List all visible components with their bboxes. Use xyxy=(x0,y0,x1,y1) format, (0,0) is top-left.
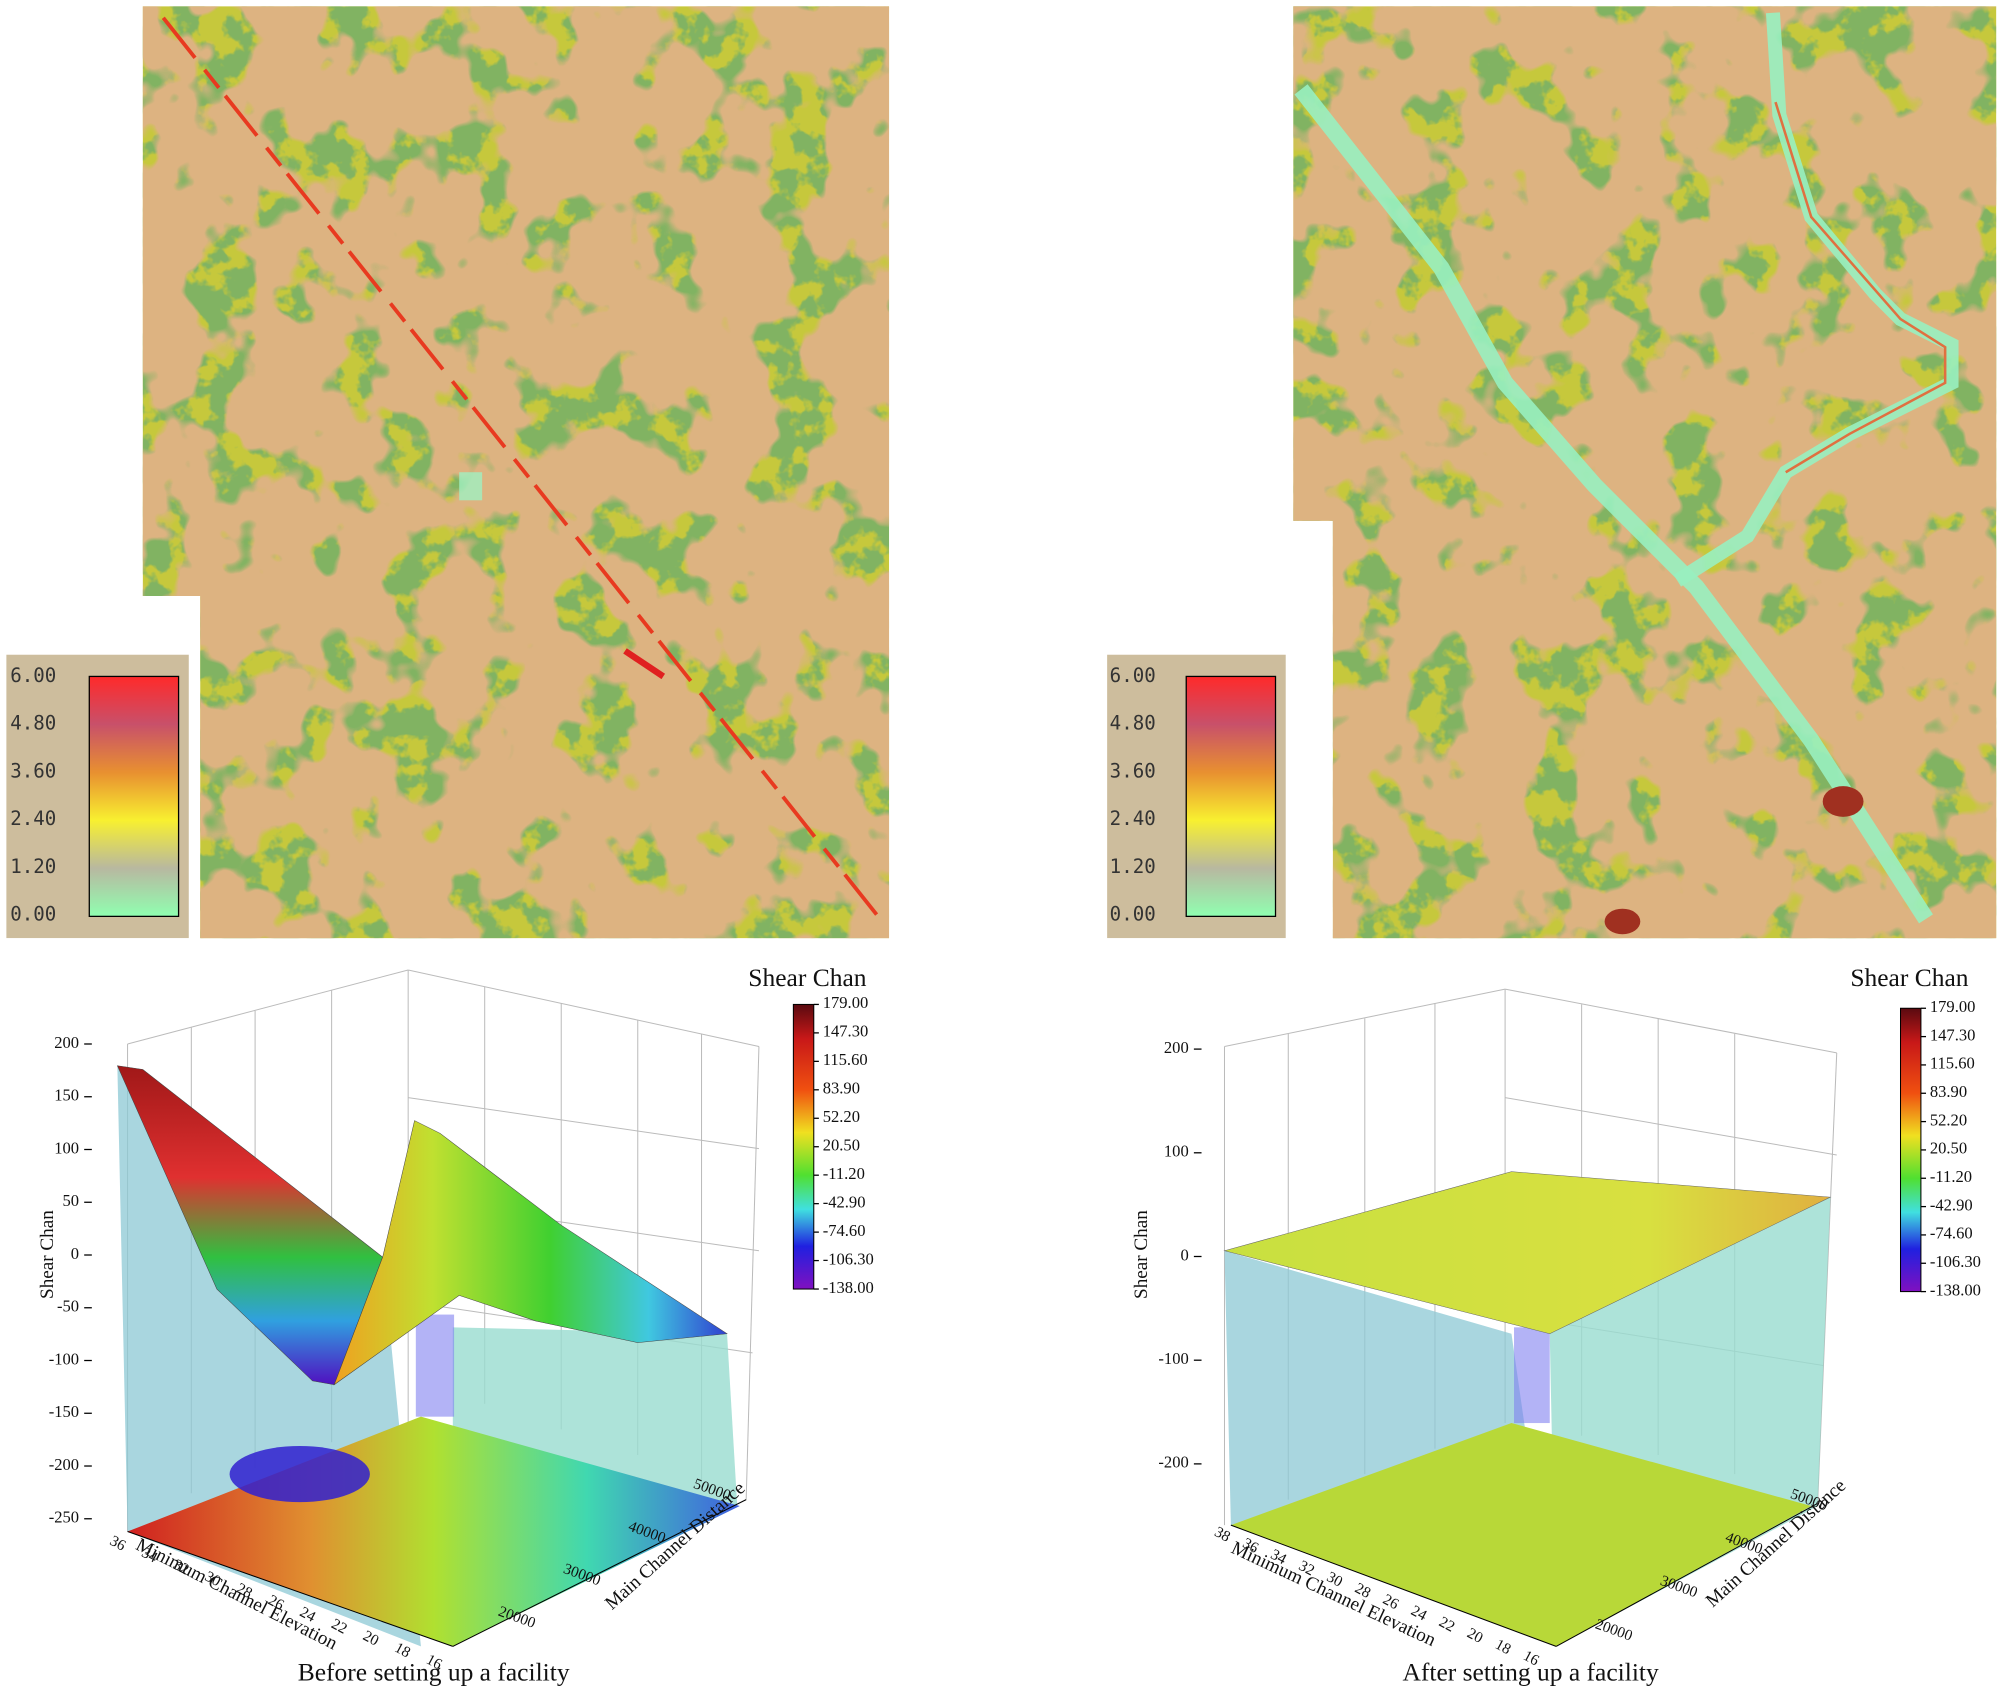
colorbar-label: -42.90 xyxy=(1930,1195,1973,1214)
z-tick-label: 150 xyxy=(54,1086,79,1105)
colorbar-label: -106.30 xyxy=(1930,1252,1981,1271)
z-tick-label: 0 xyxy=(71,1244,79,1263)
x-tick-label: 36 xyxy=(1240,1535,1262,1557)
x-tick-label: 26 xyxy=(1380,1591,1402,1613)
legend-label: 6.00 xyxy=(1110,664,1156,687)
colorbar-label: 179.00 xyxy=(1930,997,1976,1016)
colorbar-title: Shear Chan xyxy=(748,963,866,992)
colorbar-label: -138.00 xyxy=(1930,1280,1981,1299)
colorbar-label: -42.90 xyxy=(823,1192,866,1211)
x-tick-label: 16 xyxy=(1520,1647,1542,1669)
colorbar xyxy=(792,1003,815,1290)
colorbar-label: -138.00 xyxy=(823,1278,874,1297)
x-tick-label: 18 xyxy=(392,1639,414,1661)
x-tick-label: 22 xyxy=(1436,1613,1457,1635)
x-tick-label: 36 xyxy=(107,1532,129,1554)
x-tick-label: 20 xyxy=(1464,1625,1486,1647)
legend-label: 3.60 xyxy=(10,759,56,782)
z-tick-label: -100 xyxy=(49,1349,79,1368)
colorbar-label: 179.00 xyxy=(823,993,869,1012)
colorbar-label: -11.20 xyxy=(1930,1167,1972,1186)
x-tick-label: 30 xyxy=(1324,1568,1346,1590)
surface-plot-right xyxy=(1223,988,1922,1647)
x-tick-label: 26 xyxy=(265,1592,287,1614)
z-tick-label: 200 xyxy=(54,1033,79,1052)
map-right xyxy=(1293,6,1997,939)
y-tick-label: 20000 xyxy=(1593,1616,1635,1645)
z-tick-label: 100 xyxy=(1164,1142,1189,1161)
z-axis-label: Shear Chan xyxy=(1131,1210,1152,1299)
x-tick-label: 20 xyxy=(360,1627,382,1649)
x-tick-label: 22 xyxy=(328,1615,349,1637)
legend-label: 1.20 xyxy=(10,855,56,878)
legend-label: 0.00 xyxy=(1110,903,1156,926)
legend-gradient xyxy=(1185,675,1277,918)
colorbar-label: -74.60 xyxy=(823,1221,866,1240)
colorbar-label: 115.60 xyxy=(823,1050,868,1069)
colorbar-label: -106.30 xyxy=(823,1249,874,1268)
colorbar-label: 115.60 xyxy=(1930,1054,1975,1073)
surface-plot-left xyxy=(116,969,815,1647)
legend-label: 1.20 xyxy=(1110,855,1156,878)
colorbar-label: -74.60 xyxy=(1930,1224,1973,1243)
colorbar-label: 52.20 xyxy=(1930,1110,1967,1129)
x-tick-label: 34 xyxy=(139,1544,161,1566)
x-tick-label: 32 xyxy=(170,1556,191,1578)
x-tick-label: 38 xyxy=(1212,1523,1234,1545)
x-tick-label: 34 xyxy=(1268,1546,1290,1568)
z-axis-label: Shear Chan xyxy=(37,1210,58,1299)
z-tick-label: -200 xyxy=(1158,1453,1188,1472)
plot-caption: After setting up a facility xyxy=(1402,1657,1659,1686)
z-tick-label: 200 xyxy=(1164,1038,1189,1057)
legend-label: 2.40 xyxy=(10,807,56,830)
colorbar-label: 20.50 xyxy=(1930,1139,1967,1158)
colorbar-title: Shear Chan xyxy=(1850,963,1968,992)
colorbar-label: 147.30 xyxy=(823,1022,869,1041)
x-tick-label: 28 xyxy=(1352,1580,1374,1602)
x-tick-label: 28 xyxy=(234,1580,256,1602)
colorbar xyxy=(1900,1007,1922,1293)
z-tick-label: -50 xyxy=(57,1297,79,1316)
z-tick-label: 0 xyxy=(1180,1245,1188,1264)
x-tick-label: 32 xyxy=(1296,1557,1317,1579)
x-tick-label: 24 xyxy=(297,1604,319,1626)
y-tick-label: 30000 xyxy=(1658,1572,1700,1601)
x-tick-label: 30 xyxy=(202,1568,224,1590)
legend-label: 2.40 xyxy=(1110,807,1156,830)
colorbar-label: 83.90 xyxy=(1930,1082,1967,1101)
legend-label: 4.80 xyxy=(1110,712,1156,735)
z-tick-label: -250 xyxy=(49,1508,79,1527)
colorbar-label: 83.90 xyxy=(823,1079,860,1098)
map-legend xyxy=(6,654,1286,939)
legend-label: 0.00 xyxy=(10,903,56,926)
map-left xyxy=(142,6,890,939)
colorbar-label: 52.20 xyxy=(823,1107,860,1126)
legend-label: 6.00 xyxy=(10,664,56,687)
colorbar-label: -11.20 xyxy=(823,1164,865,1183)
colorbar-label: 147.30 xyxy=(1930,1025,1976,1044)
z-tick-label: -200 xyxy=(49,1455,79,1474)
legend-label: 4.80 xyxy=(10,712,56,735)
z-tick-label: 50 xyxy=(63,1191,80,1210)
plot-caption: Before setting up a facility xyxy=(298,1657,570,1686)
colorbar-label: 20.50 xyxy=(823,1136,860,1155)
x-tick-label: 24 xyxy=(1408,1602,1430,1624)
z-tick-label: -150 xyxy=(49,1402,79,1421)
x-tick-label: 18 xyxy=(1492,1636,1514,1658)
legend-gradient xyxy=(88,675,180,918)
z-tick-label: -100 xyxy=(1158,1349,1188,1368)
z-tick-label: 100 xyxy=(54,1138,79,1157)
legend-label: 3.60 xyxy=(1110,759,1156,782)
x-tick-label: 16 xyxy=(423,1651,445,1673)
